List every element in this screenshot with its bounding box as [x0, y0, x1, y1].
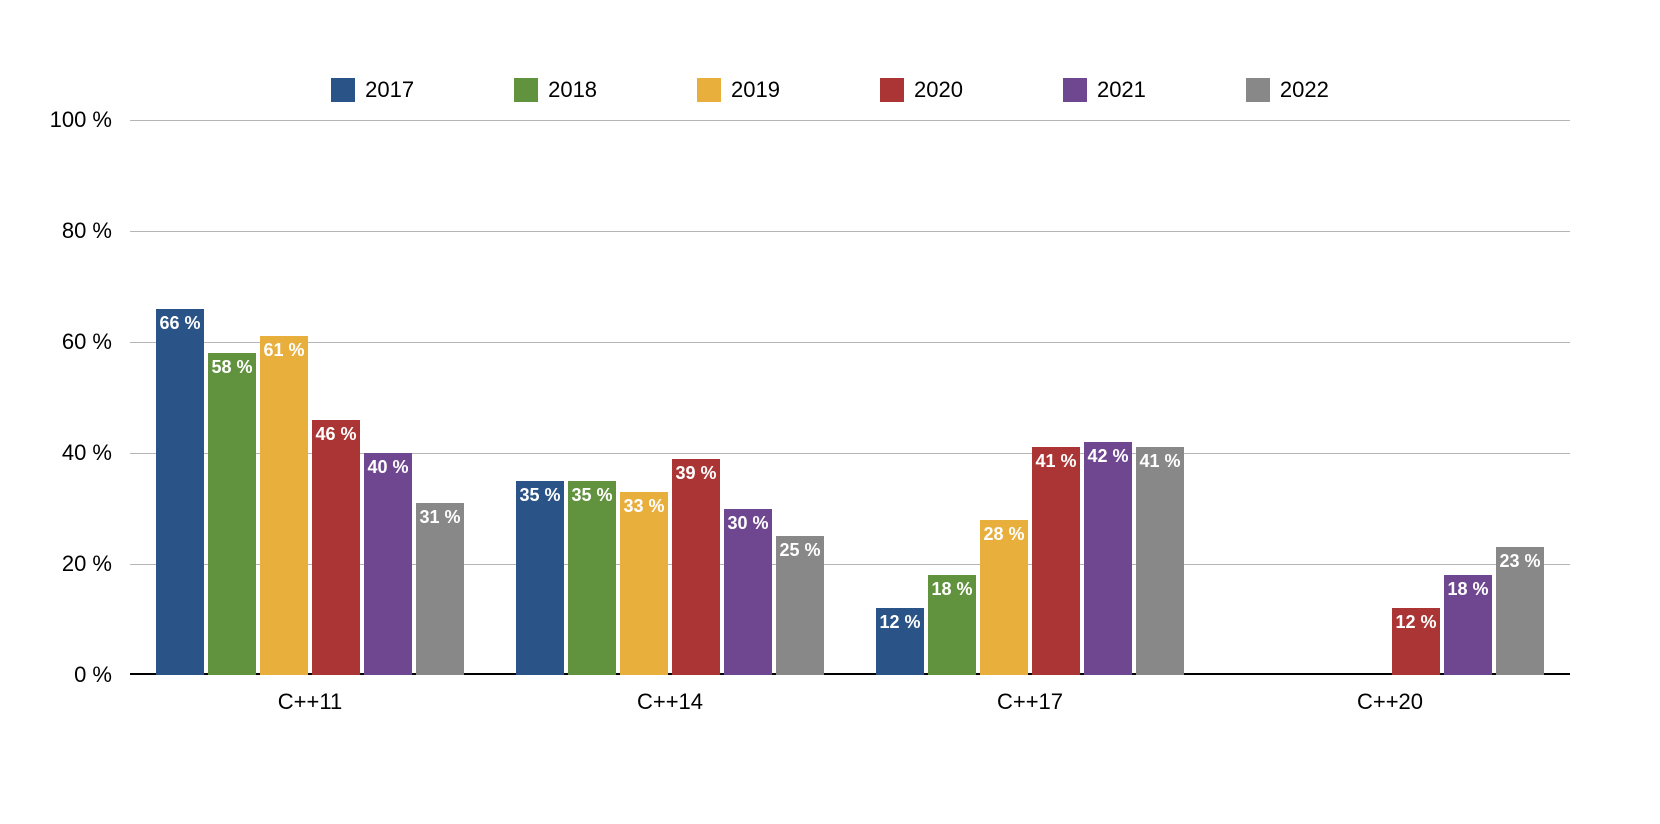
y-tick-label: 20 % — [62, 551, 130, 577]
bar-value-label: 31 % — [416, 507, 464, 528]
bar: 30 % — [724, 509, 772, 676]
legend-item: 2019 — [697, 77, 780, 103]
bar-value-label: 28 % — [980, 524, 1028, 545]
bar: 35 % — [568, 481, 616, 675]
bar: 41 % — [1136, 447, 1184, 675]
y-tick-label: 60 % — [62, 329, 130, 355]
legend-label: 2017 — [365, 77, 414, 103]
legend-label: 2021 — [1097, 77, 1146, 103]
bar: 12 % — [1392, 608, 1440, 675]
bar-value-label: 30 % — [724, 513, 772, 534]
bar-value-label: 41 % — [1032, 451, 1080, 472]
bar-value-label: 33 % — [620, 496, 668, 517]
legend-item: 2021 — [1063, 77, 1146, 103]
legend-swatch — [880, 78, 904, 102]
bar-value-label: 35 % — [516, 485, 564, 506]
bar-value-label: 12 % — [1392, 612, 1440, 633]
gridline — [130, 120, 1570, 121]
legend-label: 2018 — [548, 77, 597, 103]
bar: 31 % — [416, 503, 464, 675]
bar: 12 % — [876, 608, 924, 675]
bar: 28 % — [980, 520, 1028, 675]
legend-label: 2020 — [914, 77, 963, 103]
x-tick-label: C++17 — [997, 675, 1063, 715]
x-tick-label: C++11 — [278, 675, 342, 715]
legend-swatch — [331, 78, 355, 102]
legend-label: 2019 — [731, 77, 780, 103]
bar-value-label: 23 % — [1496, 551, 1544, 572]
legend-swatch — [697, 78, 721, 102]
bar-value-label: 12 % — [876, 612, 924, 633]
x-tick-label: C++14 — [637, 675, 703, 715]
bar: 41 % — [1032, 447, 1080, 675]
bar-value-label: 46 % — [312, 424, 360, 445]
bar-value-label: 40 % — [364, 457, 412, 478]
legend-swatch — [1063, 78, 1087, 102]
gridline — [130, 231, 1570, 232]
x-tick-label: C++20 — [1357, 675, 1423, 715]
chart-container: 2017 2018 2019 2020 2021 2022 0 % 20 % 40 % 60 %… — [0, 0, 1660, 824]
bar-value-label: 61 % — [260, 340, 308, 361]
y-tick-label: 0 % — [74, 662, 130, 688]
bar: 18 % — [1444, 575, 1492, 675]
bar-value-label: 35 % — [568, 485, 616, 506]
bar-value-label: 58 % — [208, 357, 256, 378]
legend-swatch — [1246, 78, 1270, 102]
legend: 2017 2018 2019 2020 2021 2022 — [0, 77, 1660, 103]
bar: 42 % — [1084, 442, 1132, 675]
gridline — [130, 342, 1570, 343]
bar-value-label: 66 % — [156, 313, 204, 334]
legend-item: 2022 — [1246, 77, 1329, 103]
bar: 23 % — [1496, 547, 1544, 675]
legend-label: 2022 — [1280, 77, 1329, 103]
bar: 35 % — [516, 481, 564, 675]
bar-value-label: 18 % — [928, 579, 976, 600]
y-tick-label: 100 % — [50, 107, 130, 133]
legend-item: 2017 — [331, 77, 414, 103]
y-tick-label: 40 % — [62, 440, 130, 466]
y-tick-label: 80 % — [62, 218, 130, 244]
plot-area: 0 %20 %40 %60 %80 %100 %C++1166 %58 %61 … — [130, 120, 1570, 675]
bar: 61 % — [260, 336, 308, 675]
bar: 33 % — [620, 492, 668, 675]
bar: 46 % — [312, 420, 360, 675]
legend-item: 2018 — [514, 77, 597, 103]
bar: 39 % — [672, 459, 720, 675]
bar: 58 % — [208, 353, 256, 675]
bar: 40 % — [364, 453, 412, 675]
legend-swatch — [514, 78, 538, 102]
bar: 25 % — [776, 536, 824, 675]
bar-value-label: 42 % — [1084, 446, 1132, 467]
bar: 66 % — [156, 309, 204, 675]
bar-value-label: 18 % — [1444, 579, 1492, 600]
bar: 18 % — [928, 575, 976, 675]
legend-item: 2020 — [880, 77, 963, 103]
bar-value-label: 39 % — [672, 463, 720, 484]
bar-value-label: 25 % — [776, 540, 824, 561]
bar-value-label: 41 % — [1136, 451, 1184, 472]
